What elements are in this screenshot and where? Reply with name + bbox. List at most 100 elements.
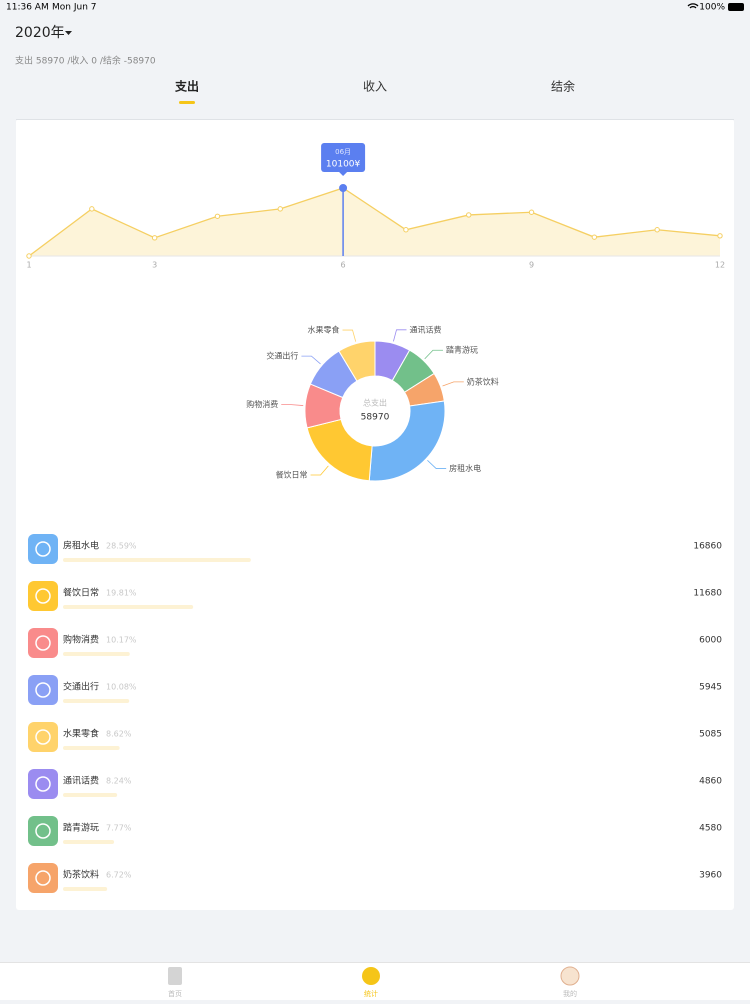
pie-label: 水果零食 <box>308 325 340 335</box>
icon-glyph <box>35 588 51 604</box>
tab-icon[interactable] <box>168 967 182 985</box>
x-tick-label: 9 <box>529 261 534 270</box>
card <box>16 119 734 910</box>
icon-glyph <box>35 870 51 886</box>
tab[interactable]: 支出 <box>174 79 199 94</box>
x-tick-label: 12 <box>715 261 725 270</box>
tooltip-box <box>321 143 366 172</box>
pie-label: 房租水电 <box>449 463 481 473</box>
status-date: Mon Jun 7 <box>52 3 97 13</box>
pie-label: 购物消费 <box>246 399 278 409</box>
point <box>151 235 158 241</box>
point <box>717 233 723 239</box>
center-label: 总支出 <box>363 398 387 408</box>
pie-slice <box>338 340 376 382</box>
category-name[interactable]: 交通出行 <box>63 681 99 693</box>
percent-bar <box>63 605 194 609</box>
category-amount: 5945 <box>699 683 722 693</box>
pie-leader <box>301 355 321 365</box>
category-icon[interactable] <box>28 863 58 893</box>
pie-label: 通讯话费 <box>410 324 442 334</box>
percent-bar <box>63 652 130 656</box>
status-time: 11:36 AM <box>6 3 49 13</box>
pie-leader <box>281 404 304 406</box>
pie-slice <box>368 400 446 482</box>
area <box>29 188 720 256</box>
pie-label: 踏青游玩 <box>446 345 478 355</box>
center-total: 58970 <box>361 413 390 423</box>
icon-glyph <box>35 823 51 839</box>
category-amount: 11680 <box>693 589 722 599</box>
category-icon[interactable] <box>28 628 58 658</box>
dropdown-arrow[interactable] <box>65 31 72 35</box>
tab[interactable]: 收入 <box>363 80 387 94</box>
active-tab-indicator <box>179 101 195 104</box>
category-percent: 10.08% <box>106 683 137 692</box>
tab-icon[interactable] <box>362 967 380 985</box>
category-percent: 8.24% <box>106 777 132 786</box>
summary: 支出 58970 /收入 0 /结余 -58970 <box>15 55 156 67</box>
category-name[interactable]: 踏青游玩 <box>63 822 99 834</box>
icon-glyph <box>35 541 51 557</box>
category-percent: 19.81% <box>106 589 137 598</box>
category-icon[interactable] <box>28 722 58 752</box>
point <box>89 206 95 212</box>
tooltip-value: 10100¥ <box>326 160 361 170</box>
point <box>654 227 660 233</box>
percent-bar <box>63 699 130 703</box>
point <box>26 253 32 259</box>
point <box>339 184 348 192</box>
year-selector[interactable]: 2020年 <box>15 25 65 41</box>
category-icon[interactable] <box>28 581 58 611</box>
category-name[interactable]: 通讯话费 <box>63 775 99 787</box>
category-amount: 16860 <box>693 542 722 552</box>
category-percent: 28.59% <box>106 542 137 551</box>
percent-bar <box>63 558 251 562</box>
pie-leader <box>310 465 329 476</box>
category-percent: 7.77% <box>106 824 132 833</box>
point <box>277 206 283 212</box>
category-name[interactable]: 奶茶饮料 <box>63 869 99 881</box>
tab-bar-label[interactable]: 统计 <box>364 989 378 998</box>
percent-bar <box>63 887 108 891</box>
pie-leader <box>442 381 464 387</box>
category-icon[interactable] <box>28 534 58 564</box>
category-name[interactable]: 餐饮日常 <box>63 587 99 599</box>
tab-bar-label[interactable]: 首页 <box>168 989 182 998</box>
tab[interactable]: 结余 <box>551 79 575 94</box>
category-percent: 6.72% <box>106 871 132 880</box>
category-amount: 6000 <box>699 636 722 646</box>
tab-bar-label[interactable]: 我的 <box>563 989 577 998</box>
icon-glyph <box>35 682 51 698</box>
tab-icon[interactable] <box>560 966 580 986</box>
pie-leader <box>393 329 407 342</box>
point <box>403 227 409 233</box>
category-name[interactable]: 水果零食 <box>63 728 99 740</box>
icon-glyph <box>35 729 51 745</box>
x-tick-label: 3 <box>152 261 157 270</box>
category-name[interactable]: 房租水电 <box>63 540 99 552</box>
category-amount: 3960 <box>699 871 722 881</box>
category-name[interactable]: 购物消费 <box>63 634 99 646</box>
category-icon[interactable] <box>28 769 58 799</box>
pie-leader <box>342 329 357 342</box>
point <box>466 212 472 218</box>
icon-glyph <box>35 776 51 792</box>
category-percent: 8.62% <box>106 730 132 739</box>
category-percent: 10.17% <box>106 636 137 645</box>
battery-icon <box>728 3 744 11</box>
category-icon[interactable] <box>28 675 58 705</box>
pie-leader <box>424 349 443 360</box>
x-tick-label: 1 <box>26 261 31 270</box>
category-amount: 5085 <box>699 730 722 740</box>
point <box>591 234 598 240</box>
x-tick-label: 6 <box>341 261 346 270</box>
wifi-icon <box>687 3 699 9</box>
pie-label: 交通出行 <box>266 351 298 361</box>
category-amount: 4860 <box>699 777 722 787</box>
category-icon[interactable] <box>28 816 58 846</box>
pie-label: 奶茶饮料 <box>467 376 499 386</box>
category-amount: 4580 <box>699 824 722 834</box>
pie-center <box>341 377 409 445</box>
